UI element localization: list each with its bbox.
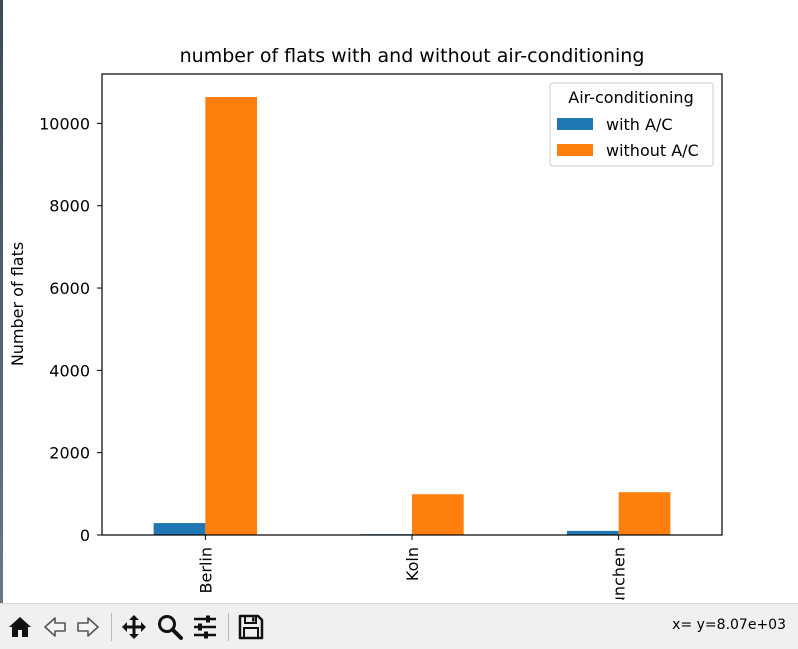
back-button[interactable] bbox=[39, 611, 71, 643]
home-button[interactable] bbox=[4, 611, 36, 643]
legend-label-with-ac: with A/C bbox=[606, 115, 673, 134]
back-arrow-icon bbox=[44, 617, 66, 637]
y-tick-label: 8000 bbox=[49, 197, 90, 216]
save-button[interactable] bbox=[235, 611, 267, 643]
chart-title: number of flats with and without air-con… bbox=[180, 45, 645, 67]
y-tick-label: 6000 bbox=[49, 279, 90, 298]
figure-canvas[interactable]: number of flats with and without air-con… bbox=[0, 0, 798, 600]
bar-with-a-c-munchen bbox=[566, 530, 619, 535]
configure-button[interactable] bbox=[189, 611, 221, 643]
cursor-coordinates: x= y=8.07e+03 bbox=[672, 617, 786, 633]
coords-x: x= bbox=[672, 617, 693, 633]
y-tick-label: 4000 bbox=[49, 361, 90, 380]
x-tick-label-koln: Koln bbox=[403, 547, 422, 581]
save-icon bbox=[238, 614, 264, 640]
navigation-toolbar: x= y=8.07e+03 bbox=[0, 603, 798, 649]
bar-without-a-c-berlin bbox=[205, 97, 258, 536]
forward-button[interactable] bbox=[72, 611, 104, 643]
toolbar-separator bbox=[111, 613, 112, 641]
forward-arrow-icon bbox=[77, 617, 99, 637]
pan-icon bbox=[122, 615, 146, 639]
x-tick-label-berlin: Berlin bbox=[196, 547, 215, 593]
zoom-icon bbox=[158, 615, 183, 640]
home-icon bbox=[9, 617, 31, 637]
legend-swatch-without-ac bbox=[557, 144, 593, 156]
legend-swatch-with-ac bbox=[557, 118, 593, 130]
plot-area[interactable]: 0 2000 4000 6000 8000 10000 Berlin Koln Munchen bbox=[39, 73, 723, 600]
window-edge bbox=[0, 0, 3, 648]
coords-y: y=8.07e+03 bbox=[696, 617, 786, 633]
legend-title: Air-conditioning bbox=[568, 88, 693, 107]
y-tick-label: 2000 bbox=[49, 444, 90, 463]
toolbar-separator bbox=[228, 613, 229, 641]
bar-without-a-c-munchen bbox=[618, 492, 671, 535]
bar-without-a-c-koln bbox=[412, 494, 464, 535]
configure-subplots-icon bbox=[194, 615, 216, 639]
legend[interactable]: Air-conditioning with A/C without A/C bbox=[549, 82, 714, 167]
x-tick-label-munchen: Munchen bbox=[610, 547, 629, 600]
y-tick-label: 10000 bbox=[39, 114, 90, 133]
legend-label-without-ac: without A/C bbox=[606, 141, 699, 160]
bar-with-a-c-berlin bbox=[153, 523, 206, 535]
zoom-button[interactable] bbox=[154, 611, 186, 643]
y-axis-label: Number of flats bbox=[8, 242, 27, 366]
y-tick-label: 0 bbox=[80, 526, 90, 545]
pan-button[interactable] bbox=[118, 611, 150, 643]
